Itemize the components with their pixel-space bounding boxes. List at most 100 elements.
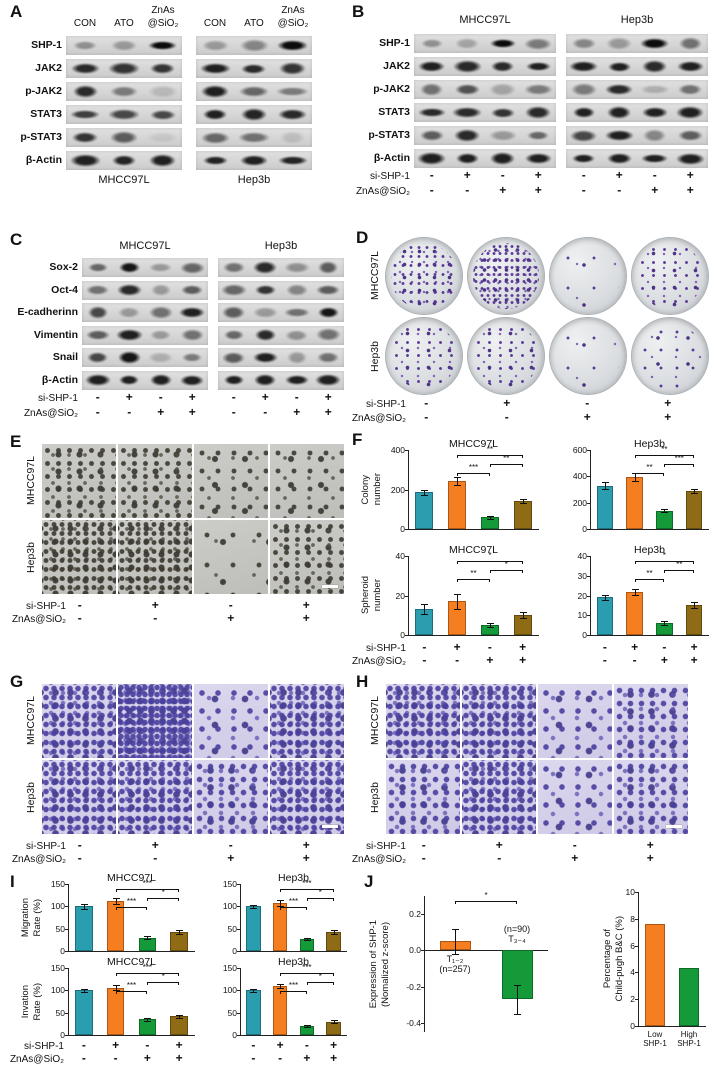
sig-line: [115, 907, 148, 908]
tick-label: 10: [577, 610, 587, 621]
sig-label: **: [646, 569, 653, 578]
colony-speckles: [391, 243, 457, 309]
migration-image: [194, 760, 268, 834]
tick-label: 0: [582, 630, 587, 640]
err-cap: [454, 485, 462, 487]
blot-band: [72, 132, 99, 143]
err-cap: [661, 512, 669, 514]
blot-band: [87, 306, 108, 319]
spheroid-image: [118, 520, 192, 594]
err-line: [333, 930, 335, 934]
condition-label: si-SHP-1: [25, 841, 66, 852]
scale-bar: [322, 585, 338, 588]
blot-band: [85, 330, 111, 340]
blot-band: [569, 60, 599, 73]
sign: +: [651, 183, 659, 197]
sig-drop: [332, 889, 334, 892]
blot-band: [73, 40, 98, 51]
condition-label: ZnAs@SiO₂: [355, 186, 410, 197]
sig-label: *: [161, 972, 165, 981]
blot-band: [118, 307, 141, 318]
sig-drop: [488, 473, 490, 476]
tick-label: 0: [630, 1021, 635, 1031]
invasion-image: [614, 684, 688, 758]
blot-strip: [196, 105, 312, 124]
bar: [326, 931, 341, 951]
err-cap: [112, 985, 120, 987]
sig-line: [115, 991, 148, 992]
blot-band: [417, 152, 447, 165]
blot-strip: [196, 151, 312, 170]
err-cap: [112, 898, 120, 900]
spheroids: [270, 444, 344, 518]
panel-d: D MHCC97L Hep3b si-SHP-1 - + - + ZnAs@SiO₂ …: [348, 228, 716, 426]
tick: [587, 502, 590, 504]
err-cap: [452, 928, 459, 930]
cell-line-label: Hep3b: [264, 240, 298, 252]
axis-h: [240, 951, 347, 952]
blot-band: [203, 109, 228, 120]
sign: +: [453, 640, 461, 654]
axis-v: [240, 884, 241, 951]
panel-b-label: B: [352, 2, 365, 21]
err-line: [457, 477, 459, 486]
condition-signs: - - + +: [68, 1052, 195, 1065]
blot-band: [527, 130, 550, 141]
bar: [596, 485, 614, 529]
condition-signs: - + - +: [68, 1039, 195, 1052]
blot-band: [643, 129, 667, 142]
blot-row-label: JAK2: [35, 62, 62, 74]
panel-a-blots: SHP-1 JAK2 p-JAK2 STAT3 p-STAT3 β-Actin: [8, 2, 344, 224]
invasion-image: [462, 684, 536, 758]
err-line: [280, 899, 282, 906]
blot-strip: [66, 82, 182, 101]
tick-label: 400: [390, 445, 405, 455]
blot-band: [317, 306, 339, 319]
blot-band: [109, 130, 139, 144]
sign: +: [188, 390, 196, 404]
tick-label: 6: [630, 940, 635, 951]
blot-band: [119, 374, 140, 386]
sig-drop: [663, 579, 665, 582]
spheroid-image: [118, 444, 192, 518]
blot-strip: [82, 348, 208, 367]
stained-cells: [270, 684, 344, 758]
stained-cells: [614, 760, 688, 834]
sign: -: [602, 653, 607, 667]
blot-band: [277, 155, 308, 166]
err-cap: [80, 992, 88, 994]
blot-band: [605, 83, 634, 96]
tick-label: 0: [232, 1030, 237, 1040]
sig-drop: [457, 473, 459, 476]
err-cap: [601, 488, 609, 490]
tick: [65, 968, 68, 969]
sig-line: [634, 561, 695, 562]
x-label: Low SHP-1: [643, 1030, 667, 1048]
sig-line: [634, 473, 665, 474]
sig-drop: [332, 973, 334, 976]
err-cap: [303, 1026, 311, 1028]
bar: [685, 605, 703, 635]
panel-h-label: H: [356, 672, 369, 691]
err-cap: [454, 593, 462, 595]
blot-band: [117, 350, 141, 364]
tick-label: 0: [60, 1030, 65, 1040]
bar: [656, 510, 673, 529]
blot-strip: [566, 57, 708, 76]
tick-label: 20: [577, 590, 587, 601]
condition-signs: - - + +: [82, 406, 208, 419]
sign: +: [293, 405, 301, 419]
chart-childpugh: Percentage of Child-pugh B&C (%) 0 2 4 6 8 10 Lo…: [600, 880, 712, 1048]
blot-band: [222, 262, 245, 273]
bar: [415, 492, 434, 529]
tick-label: 8: [630, 913, 635, 924]
tick: [587, 476, 590, 478]
colony-well: [632, 238, 708, 314]
sign: -: [429, 168, 434, 182]
axis-v: [590, 450, 591, 529]
blot-band: [419, 130, 444, 141]
cell-line-label: Hep3b: [620, 14, 654, 26]
panel-j-label: J: [364, 872, 374, 891]
chart-spheroid-mhcc97l: Spheroid number 0 20 40 MHCC97L ** * *: [358, 542, 542, 640]
tick-label: 200: [390, 484, 405, 495]
